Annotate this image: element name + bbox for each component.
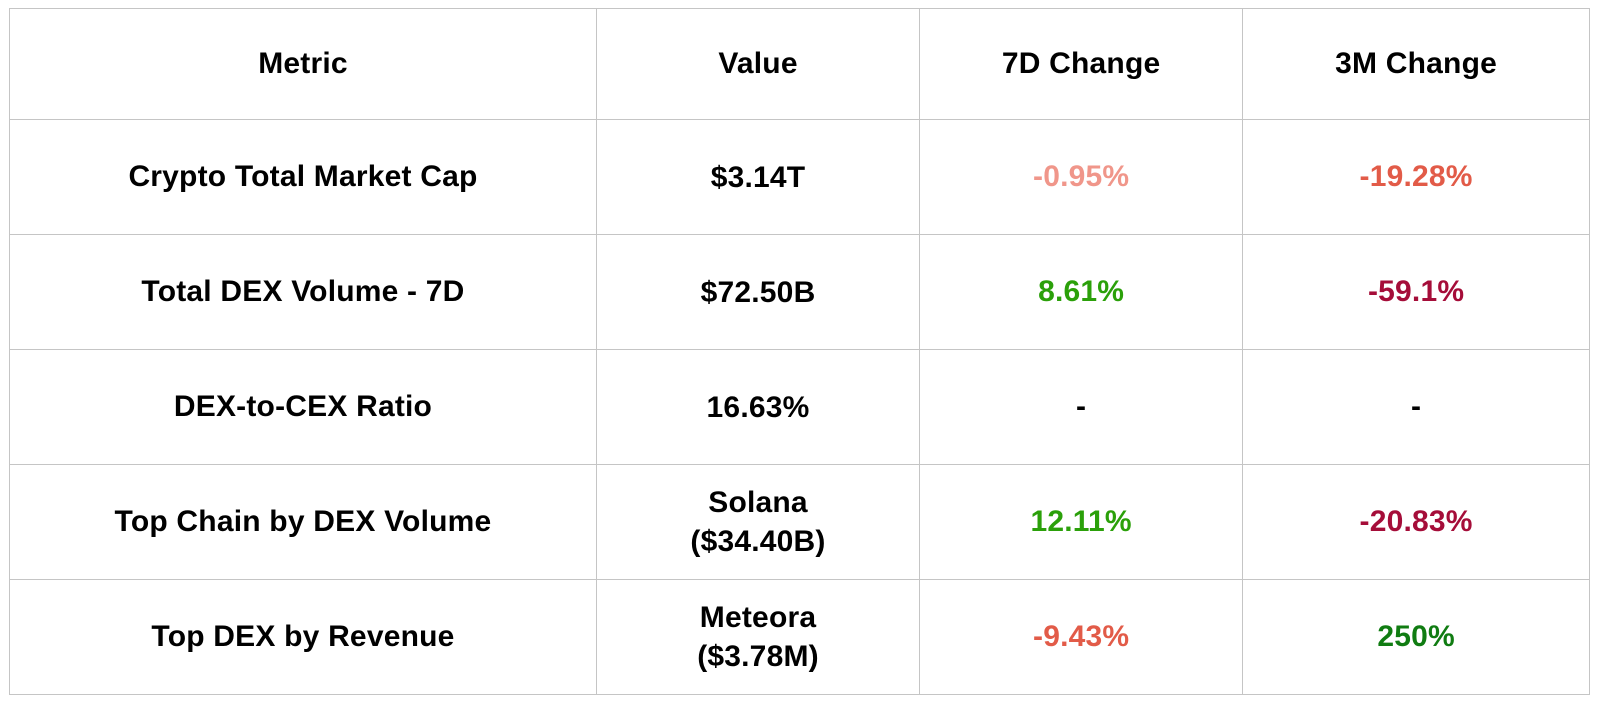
header-row: Metric Value 7D Change 3M Change xyxy=(9,8,1590,120)
change-3m-cell: -19.28% xyxy=(1242,119,1590,235)
metric-cell: Crypto Total Market Cap xyxy=(9,119,597,235)
value-cell: Solana ($34.40B) xyxy=(595,464,921,580)
value-cell: 16.63% xyxy=(595,349,921,465)
change-7d-cell: 12.11% xyxy=(919,464,1244,580)
table-row: DEX-to-CEX Ratio 16.63% - - xyxy=(9,349,1590,465)
change-3m-cell: -20.83% xyxy=(1242,464,1590,580)
change-7d-cell: 8.61% xyxy=(919,234,1244,350)
column-header-3m-change: 3M Change xyxy=(1242,8,1590,120)
table-row: Crypto Total Market Cap $3.14T -0.95% -1… xyxy=(9,119,1590,235)
value-cell: $72.50B xyxy=(595,234,921,350)
metric-cell: Top DEX by Revenue xyxy=(9,579,597,695)
column-header-value: Value xyxy=(595,8,921,120)
metrics-table-container: Metric Value 7D Change 3M Change Crypto … xyxy=(9,8,1590,695)
table-row: Total DEX Volume - 7D $72.50B 8.61% -59.… xyxy=(9,234,1590,350)
column-header-7d-change: 7D Change xyxy=(919,8,1244,120)
table-row: Top Chain by DEX Volume Solana ($34.40B)… xyxy=(9,464,1590,580)
change-7d-cell: -9.43% xyxy=(919,579,1244,695)
change-7d-cell: -0.95% xyxy=(919,119,1244,235)
metrics-table: Metric Value 7D Change 3M Change Crypto … xyxy=(9,8,1590,695)
change-3m-cell: - xyxy=(1242,349,1590,465)
column-header-metric: Metric xyxy=(9,8,597,120)
metric-cell: Top Chain by DEX Volume xyxy=(9,464,597,580)
change-3m-cell: -59.1% xyxy=(1242,234,1590,350)
metric-cell: DEX-to-CEX Ratio xyxy=(9,349,597,465)
change-7d-cell: - xyxy=(919,349,1244,465)
metric-cell: Total DEX Volume - 7D xyxy=(9,234,597,350)
value-cell: Meteora ($3.78M) xyxy=(595,579,921,695)
change-3m-cell: 250% xyxy=(1242,579,1590,695)
value-cell: $3.14T xyxy=(595,119,921,235)
table-row: Top DEX by Revenue Meteora ($3.78M) -9.4… xyxy=(9,579,1590,695)
